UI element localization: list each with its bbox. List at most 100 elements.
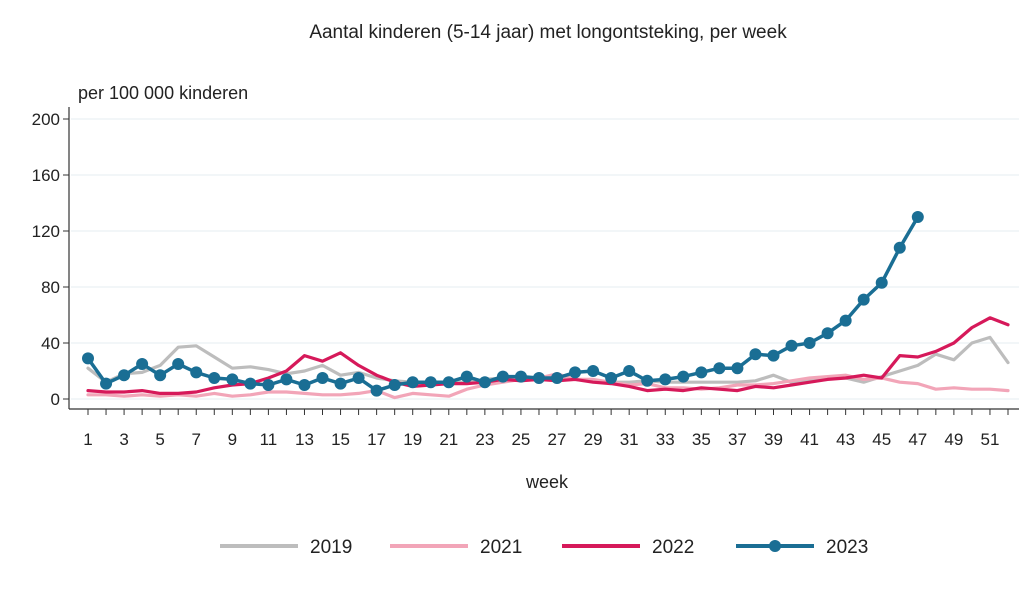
y-tick-label: 80	[41, 278, 60, 297]
x-tick-label: 31	[620, 430, 639, 449]
legend-marker	[769, 540, 781, 552]
series-line-2023	[86, 215, 920, 393]
x-tick-label: 3	[119, 430, 128, 449]
x-tick-label: 13	[295, 430, 314, 449]
legend-item-2019: 2019	[220, 537, 352, 558]
series-2023	[82, 211, 924, 397]
x-tick-label: 43	[836, 430, 855, 449]
data-point-2023-week-34	[677, 370, 690, 383]
data-point-2023-week-16	[352, 372, 365, 384]
x-tick-label: 39	[764, 430, 783, 449]
data-point-2023-week-6	[172, 358, 185, 370]
data-point-2023-week-30	[605, 372, 618, 384]
data-point-2023-week-36	[713, 362, 726, 375]
data-point-2023-week-28	[569, 366, 582, 379]
data-point-2023-week-20	[424, 376, 437, 389]
x-tick-label: 29	[584, 430, 603, 449]
data-point-2023-week-38	[749, 348, 762, 361]
legend-item-2023: 2023	[736, 537, 868, 558]
data-point-2023-week-22	[460, 370, 473, 383]
x-tick-label: 25	[511, 430, 530, 449]
data-point-2023-week-29	[587, 365, 600, 377]
series-layer	[82, 211, 1010, 400]
y-tick-label: 0	[51, 390, 60, 409]
x-axis-title: week	[525, 472, 569, 492]
data-point-2023-week-15	[334, 377, 347, 390]
data-point-2023-week-42	[821, 327, 834, 340]
series-2022	[86, 316, 1010, 395]
data-point-2023-week-31	[623, 365, 636, 377]
y-axis-title: per 100 000 kinderen	[78, 83, 248, 103]
x-tick-label: 27	[548, 430, 567, 449]
data-point-2023-week-17	[370, 384, 383, 397]
data-point-2023-week-7	[190, 366, 203, 379]
x-tick-label: 11	[260, 430, 278, 449]
legend-label: 2021	[480, 537, 522, 558]
data-point-2023-week-11	[262, 379, 275, 391]
x-tick-label: 1	[83, 430, 92, 449]
x-tick-label: 41	[800, 430, 819, 449]
x-tick-label: 15	[331, 430, 350, 449]
legend: 2019 2021 2022 2023	[220, 537, 868, 558]
x-tick-label: 37	[728, 430, 747, 449]
data-point-2023-week-5	[154, 369, 167, 382]
legend-item-2021: 2021	[390, 537, 522, 558]
data-point-2023-week-26	[532, 372, 545, 384]
data-point-2023-week-45	[875, 276, 888, 289]
data-point-2023-week-44	[857, 293, 870, 306]
x-tick-label: 45	[872, 430, 891, 449]
data-point-2023-week-12	[280, 373, 293, 386]
data-point-2023-week-37	[731, 362, 744, 375]
legend-label: 2019	[310, 537, 352, 558]
data-point-2023-week-27	[551, 372, 564, 384]
data-point-2023-week-46	[893, 241, 906, 254]
x-tick-label: 51	[980, 430, 999, 449]
data-point-2023-week-14	[316, 372, 329, 384]
x-tick-label: 17	[367, 430, 386, 449]
series-line-2022	[86, 316, 1010, 395]
data-point-2023-week-13	[298, 379, 311, 391]
data-point-2023-week-24	[496, 370, 509, 383]
data-point-2023-week-40	[785, 339, 798, 352]
data-point-2023-week-47	[911, 211, 924, 223]
data-point-2023-week-43	[839, 314, 852, 327]
gridlines	[71, 118, 1019, 400]
y-tick-label: 120	[32, 222, 60, 241]
x-tick-label: 23	[475, 430, 494, 449]
data-point-2023-week-18	[388, 379, 401, 391]
data-point-2023-week-33	[659, 373, 672, 386]
x-tick-label: 19	[403, 430, 422, 449]
x-tick-label: 47	[908, 430, 927, 449]
x-tick-label: 35	[692, 430, 711, 449]
legend-item-2022: 2022	[562, 537, 694, 558]
data-point-2023-week-9	[226, 373, 239, 386]
x-tick-label: 49	[944, 430, 963, 449]
y-tick-label: 40	[41, 334, 60, 353]
legend-label: 2023	[826, 537, 868, 558]
data-point-2023-week-19	[406, 376, 419, 389]
x-tick-label: 5	[155, 430, 164, 449]
y-tick-label: 160	[32, 166, 60, 185]
x-tick-label: 9	[228, 430, 237, 449]
data-point-2023-week-2	[100, 377, 113, 390]
data-point-2023-week-8	[208, 372, 221, 384]
y-tick-label: 200	[32, 110, 60, 129]
x-tick-label: 7	[192, 430, 201, 449]
data-point-2023-week-1	[82, 352, 94, 365]
x-tick-label: 21	[439, 430, 458, 449]
data-point-2023-week-32	[641, 374, 654, 387]
data-point-2023-week-23	[478, 376, 491, 389]
data-point-2023-week-4	[136, 358, 149, 370]
data-point-2023-week-35	[695, 366, 708, 379]
chart-title: Aantal kinderen (5-14 jaar) met longonts…	[309, 22, 787, 43]
data-point-2023-week-39	[767, 349, 780, 362]
data-point-2023-week-10	[244, 377, 257, 390]
data-point-2023-week-41	[803, 337, 816, 349]
x-tick-label: 33	[656, 430, 675, 449]
legend-label: 2022	[652, 537, 694, 558]
data-point-2023-week-21	[442, 376, 455, 389]
data-point-2023-week-25	[514, 370, 527, 383]
data-point-2023-week-3	[118, 369, 131, 382]
